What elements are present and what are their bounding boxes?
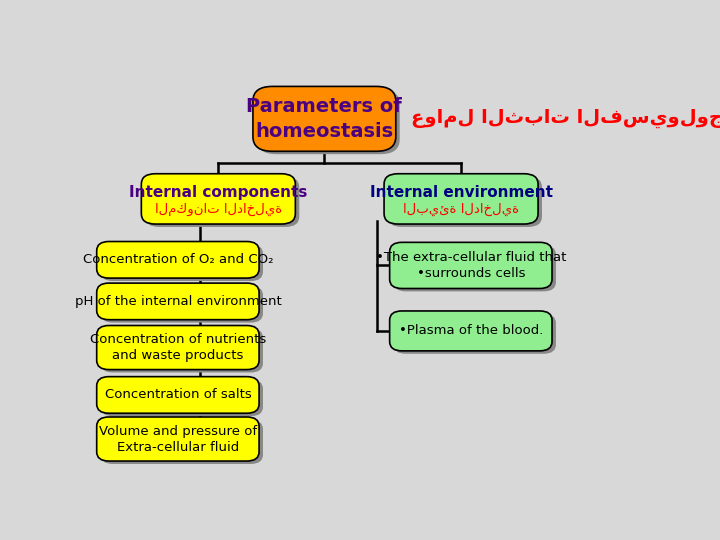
Text: Internal components: Internal components (129, 185, 307, 200)
FancyBboxPatch shape (384, 174, 538, 224)
FancyBboxPatch shape (101, 420, 263, 464)
FancyBboxPatch shape (101, 328, 263, 373)
Text: Concentration of O₂ and CO₂: Concentration of O₂ and CO₂ (83, 253, 273, 266)
FancyBboxPatch shape (96, 326, 259, 369)
Text: Concentration of salts: Concentration of salts (104, 388, 251, 401)
FancyBboxPatch shape (253, 86, 396, 151)
Text: Internal environment: Internal environment (369, 185, 552, 200)
Text: •The extra-cellular fluid that
•surrounds cells: •The extra-cellular fluid that •surround… (376, 251, 566, 280)
Text: المكونات الداخلية: المكونات الداخلية (155, 202, 282, 215)
FancyBboxPatch shape (257, 89, 400, 154)
FancyBboxPatch shape (145, 177, 300, 227)
FancyBboxPatch shape (96, 283, 259, 320)
FancyBboxPatch shape (96, 377, 259, 413)
FancyBboxPatch shape (394, 314, 556, 354)
FancyBboxPatch shape (394, 245, 556, 292)
FancyBboxPatch shape (141, 174, 295, 224)
Text: Volume and pressure of
Extra-cellular fluid: Volume and pressure of Extra-cellular fl… (99, 424, 257, 454)
Text: Concentration of nutrients
and waste products: Concentration of nutrients and waste pro… (90, 333, 266, 362)
FancyBboxPatch shape (101, 380, 263, 416)
Text: عوامل الثبات الفسيولوجي: عوامل الثبات الفسيولوجي (411, 109, 720, 127)
FancyBboxPatch shape (101, 245, 263, 281)
FancyBboxPatch shape (388, 177, 542, 227)
FancyBboxPatch shape (96, 417, 259, 461)
Text: •Plasma of the blood.: •Plasma of the blood. (399, 325, 543, 338)
FancyBboxPatch shape (96, 241, 259, 278)
Text: pH of the internal environment: pH of the internal environment (74, 295, 282, 308)
Text: البيئة الداخلية: البيئة الداخلية (403, 202, 519, 215)
FancyBboxPatch shape (101, 286, 263, 322)
FancyBboxPatch shape (390, 311, 552, 351)
FancyBboxPatch shape (390, 242, 552, 288)
Text: Parameters of
homeostasis: Parameters of homeostasis (246, 97, 402, 141)
